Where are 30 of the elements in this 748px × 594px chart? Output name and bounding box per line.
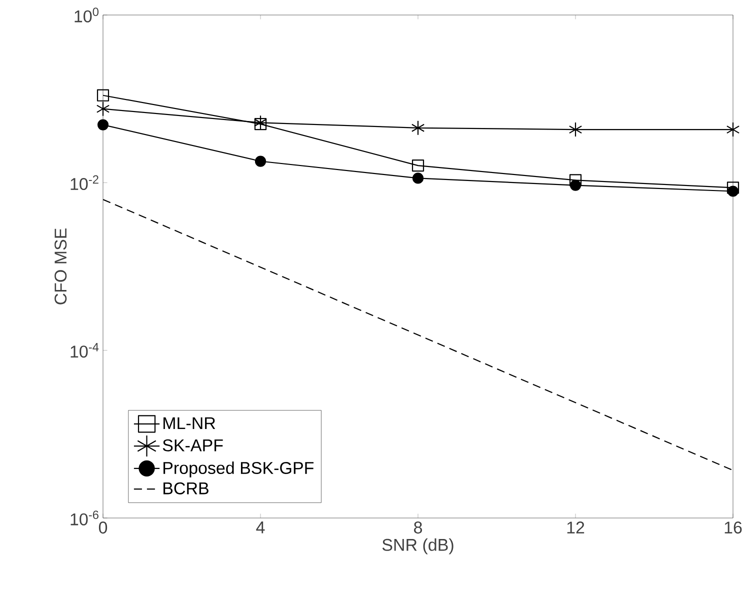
legend-label: SK-APF [162, 439, 223, 452]
x-tick-label: 16 [724, 522, 742, 534]
x-tick-label: 12 [567, 522, 584, 534]
point [254, 156, 266, 167]
point [254, 118, 267, 130]
point [568, 122, 582, 138]
point [412, 160, 424, 172]
legend-label: ML-NR [164, 417, 216, 430]
point [727, 186, 739, 197]
point [96, 101, 110, 116]
point [569, 174, 582, 186]
point [726, 122, 740, 138]
legend-label: Proposed BSK-GPF [164, 462, 314, 478]
y-tick-label: 10$^{-6}$ [70, 510, 98, 526]
y-tick-label: 10$^{0}$ [74, 8, 98, 22]
legend-label: BCRB [164, 482, 208, 494]
x-tick-label: 0 [98, 522, 108, 534]
point [726, 182, 740, 194]
y-tick-label: 10$^{-4}$ [70, 343, 99, 358]
y-axis-title: CFO MSE [54, 228, 67, 304]
x-tick-label: 8 [414, 522, 422, 534]
y-tick-label: 10$^{-2}$ [70, 175, 98, 190]
x-tick-label: 4 [256, 522, 265, 534]
point [570, 180, 582, 191]
point [96, 89, 110, 102]
point [411, 120, 425, 136]
point [97, 119, 109, 130]
point [254, 115, 268, 130]
point [412, 172, 424, 184]
x-axis-title: SNR (dB) [382, 538, 454, 554]
